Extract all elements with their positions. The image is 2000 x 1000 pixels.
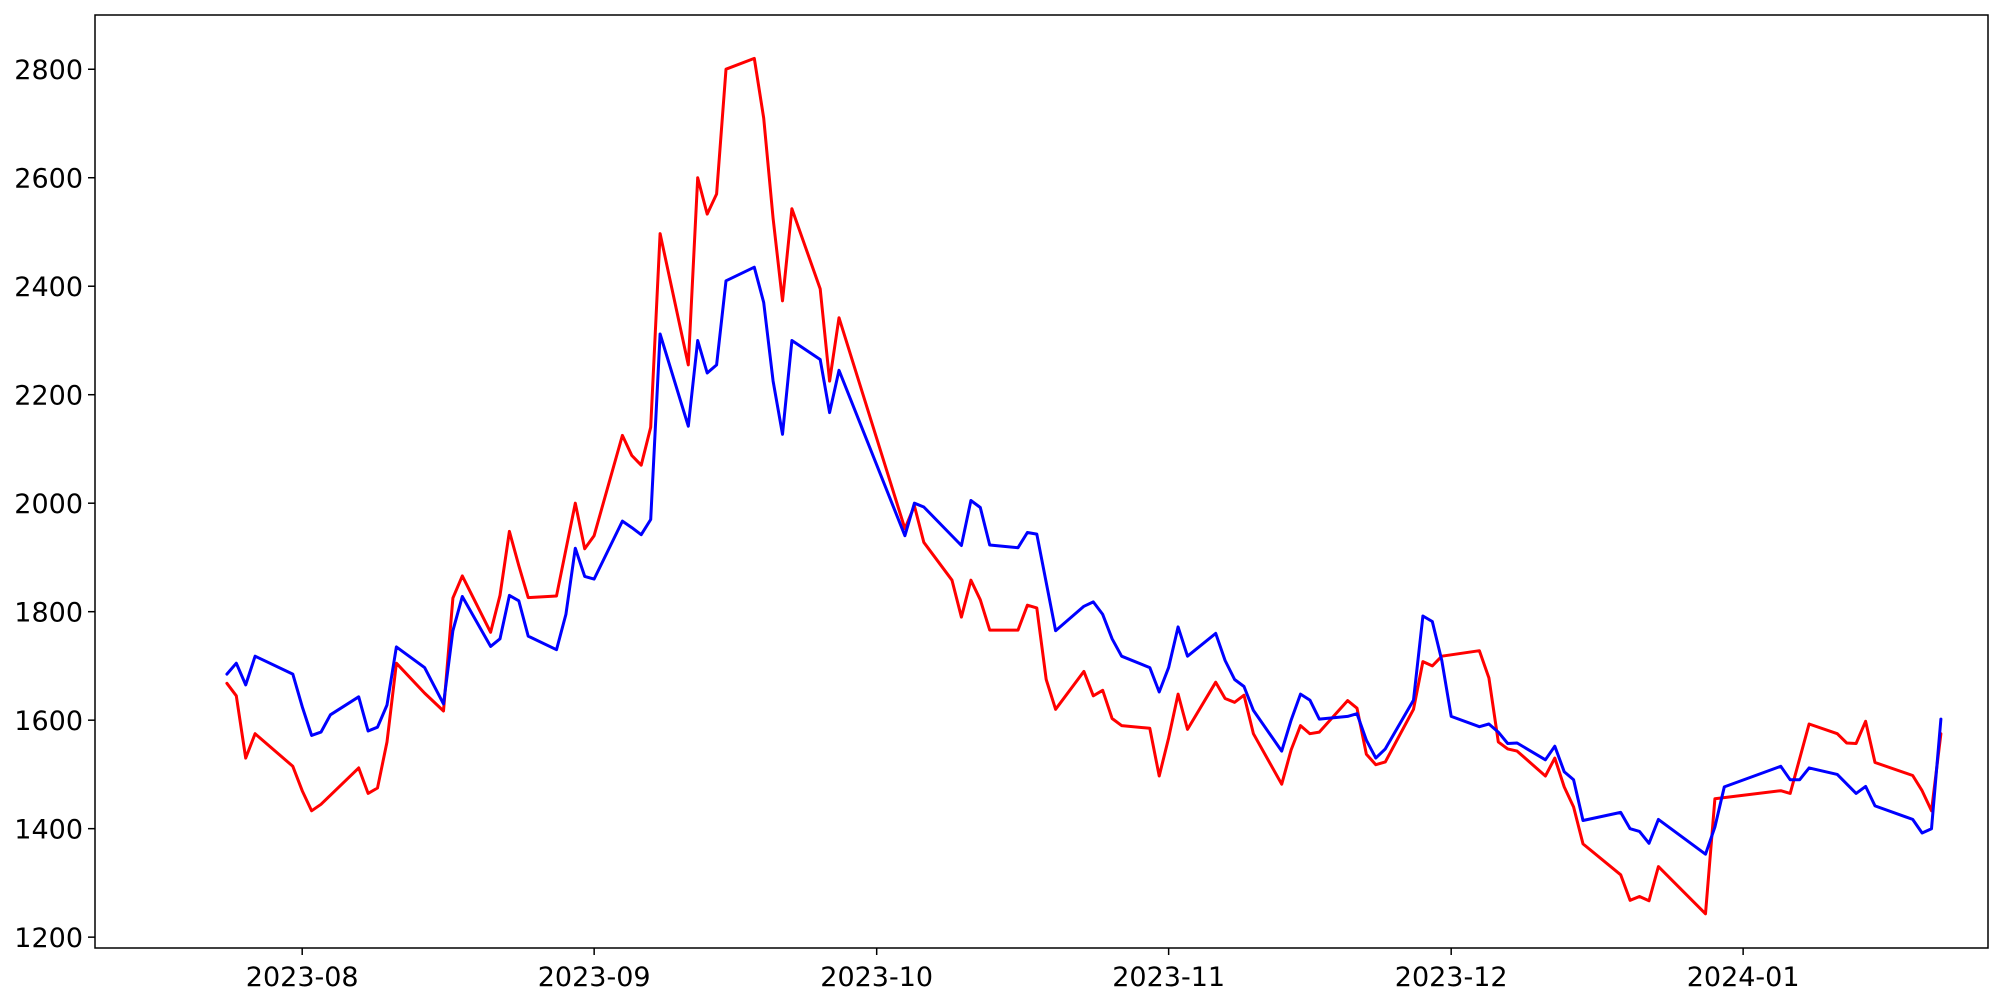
x-tick-label: 2023-12 — [1395, 962, 1508, 993]
y-tick-label: 1800 — [14, 598, 83, 629]
x-tick-label: 2023-11 — [1112, 962, 1225, 993]
y-tick-label: 1600 — [14, 706, 83, 737]
series-line-1 — [225, 56, 1943, 916]
x-axis: 2023-08 2023-09 2023-10 2023-11 2023-12 2024-… — [246, 948, 1800, 993]
y-axis: 1200 1400 1600 1800 2000 2200 2400 2600 2800 — [14, 55, 95, 954]
y-tick-label: 1400 — [14, 815, 83, 846]
y-tick-label: 2400 — [14, 272, 83, 303]
series-line-2 — [225, 265, 1943, 856]
x-tick-label: 2023-10 — [820, 962, 933, 993]
x-tick-label: 2023-08 — [246, 962, 359, 993]
x-tick-label: 2023-09 — [538, 962, 651, 993]
y-tick-label: 2200 — [14, 381, 83, 412]
plot-area-frame — [94, 14, 1989, 949]
series-layer — [225, 56, 1943, 916]
y-tick-label: 2000 — [14, 489, 83, 520]
y-tick-label: 1200 — [14, 923, 83, 954]
y-tick-label: 2800 — [14, 55, 83, 86]
y-tick-label: 2600 — [14, 164, 83, 195]
x-tick-label: 2024-01 — [1687, 962, 1800, 993]
